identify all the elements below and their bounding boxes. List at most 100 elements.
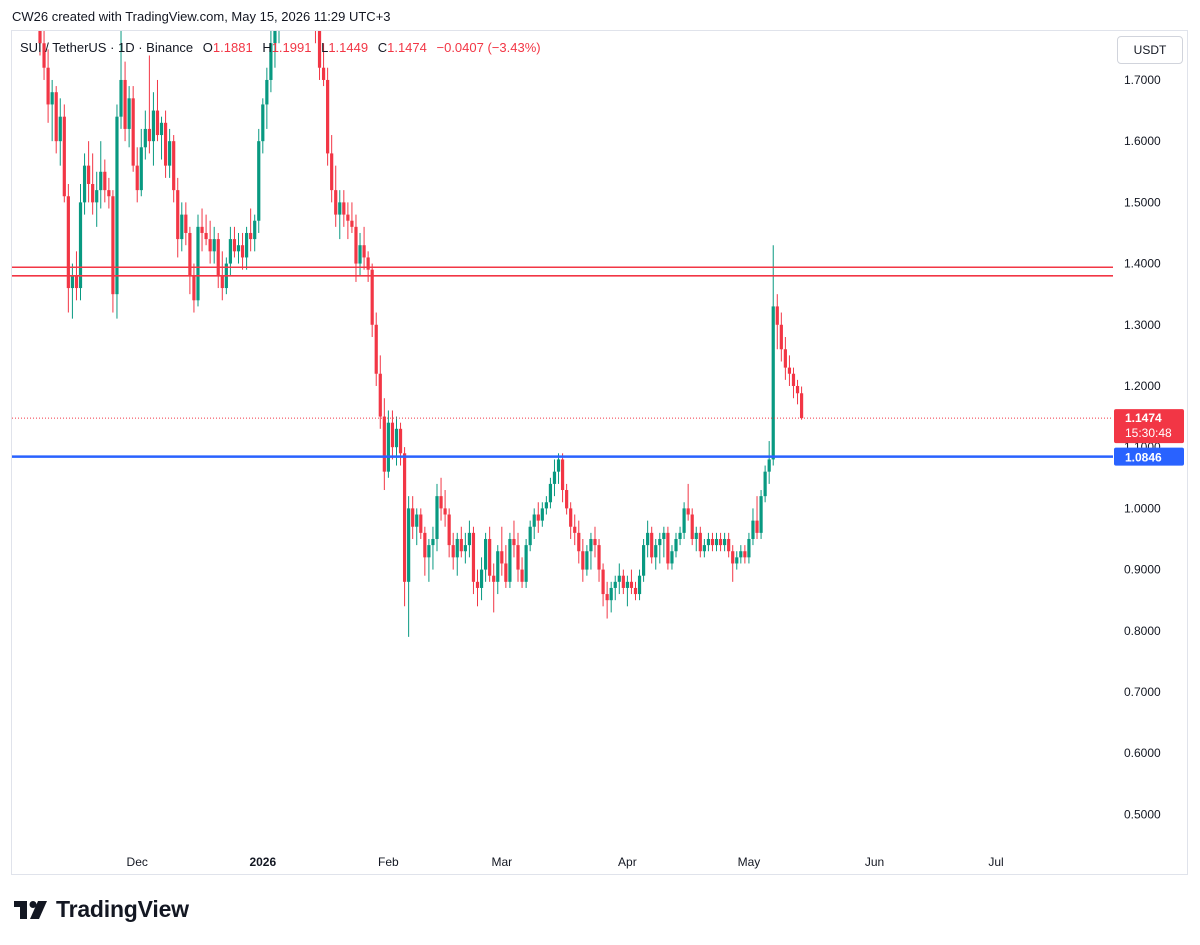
x-tick-label: 2026 [249,855,276,869]
candle [674,532,678,558]
candle [479,557,484,601]
y-tick-label: 1.5000 [1124,195,1161,209]
candle-body [354,226,358,264]
candle-body [163,122,168,166]
candle-body [516,545,520,570]
candle-body [654,545,658,558]
horizontal-lines [12,266,1113,458]
currency-button[interactable]: USDT [1117,36,1183,64]
candle-body [159,122,164,136]
candle [62,104,66,203]
chart-frame[interactable] [11,30,1188,875]
candle [625,575,629,607]
candle [269,31,273,93]
candle-body [447,514,451,546]
brand-name: TradingView [56,896,189,922]
candle [147,55,151,154]
candle [532,508,536,539]
tradingview-logo[interactable]: TradingView [14,896,189,923]
candle-body [662,532,666,539]
candle-body [548,483,553,503]
candle-body [407,508,411,582]
candle-body [155,110,160,136]
candle-body [269,43,273,80]
candle [443,490,447,527]
candle [548,477,553,509]
candle-body [597,545,601,570]
candle [767,441,771,484]
candle-body [212,239,216,252]
candle-body [641,545,646,576]
candle-body [609,587,613,601]
candle [419,508,423,539]
candle-body [42,43,46,68]
candle-body [119,79,123,117]
candle [278,31,280,44]
candle [386,410,390,478]
candle-body [286,0,289,7]
candle-body [204,232,208,240]
candle-body [492,575,496,582]
candle [50,79,54,142]
candle-body [147,128,151,142]
candle-body [459,538,463,552]
last-price-countdown: 15:30:48 [1125,426,1172,440]
candle-body [565,490,569,509]
candle [763,465,767,503]
candle-body [139,147,143,191]
candle [176,177,180,258]
candle [155,79,160,142]
candle-body [544,502,548,509]
candle-body [718,538,723,546]
candle [723,532,727,552]
candle [249,208,253,252]
high-value: 1.1991 [271,40,312,55]
candle [119,31,123,129]
candle-body [196,226,200,301]
candle-body [629,581,634,588]
candle [601,563,605,607]
candle [702,538,706,558]
candle [463,532,467,564]
candle [350,202,354,233]
candle-body [220,275,224,289]
candle [609,581,613,613]
candle-body [342,202,346,215]
candle-body [390,422,395,448]
candle [552,459,557,497]
candle [727,532,731,558]
candle-body [552,471,557,484]
candle [682,502,686,539]
candle [310,0,313,31]
candle [706,532,711,552]
support-price-badge [1114,447,1184,466]
candle [686,483,690,521]
candle-body [314,19,317,31]
candle [326,67,330,166]
high-label: H [262,40,272,55]
candle [402,447,407,607]
candle-body [455,538,459,558]
candle-body [682,508,686,533]
candle-body [593,538,597,546]
candle [281,0,284,25]
candle [739,545,743,564]
candle [516,532,520,582]
candle-body [427,545,431,558]
candle-body [702,545,706,552]
candle [99,141,103,209]
candle [354,214,358,282]
y-tick-label: 0.9000 [1124,563,1161,577]
y-tick-label: 1.0000 [1124,501,1161,515]
candle-body [398,428,403,454]
y-tick-label: 1.4000 [1124,257,1161,271]
candle-body [82,165,87,203]
symbol-name[interactable]: SUI / TetherUS · 1D · Binance [20,40,194,55]
candle-body [512,538,516,546]
candle-body [573,526,577,533]
candle [172,135,176,203]
candle [91,153,95,215]
candle [286,0,289,19]
candle [779,312,783,362]
